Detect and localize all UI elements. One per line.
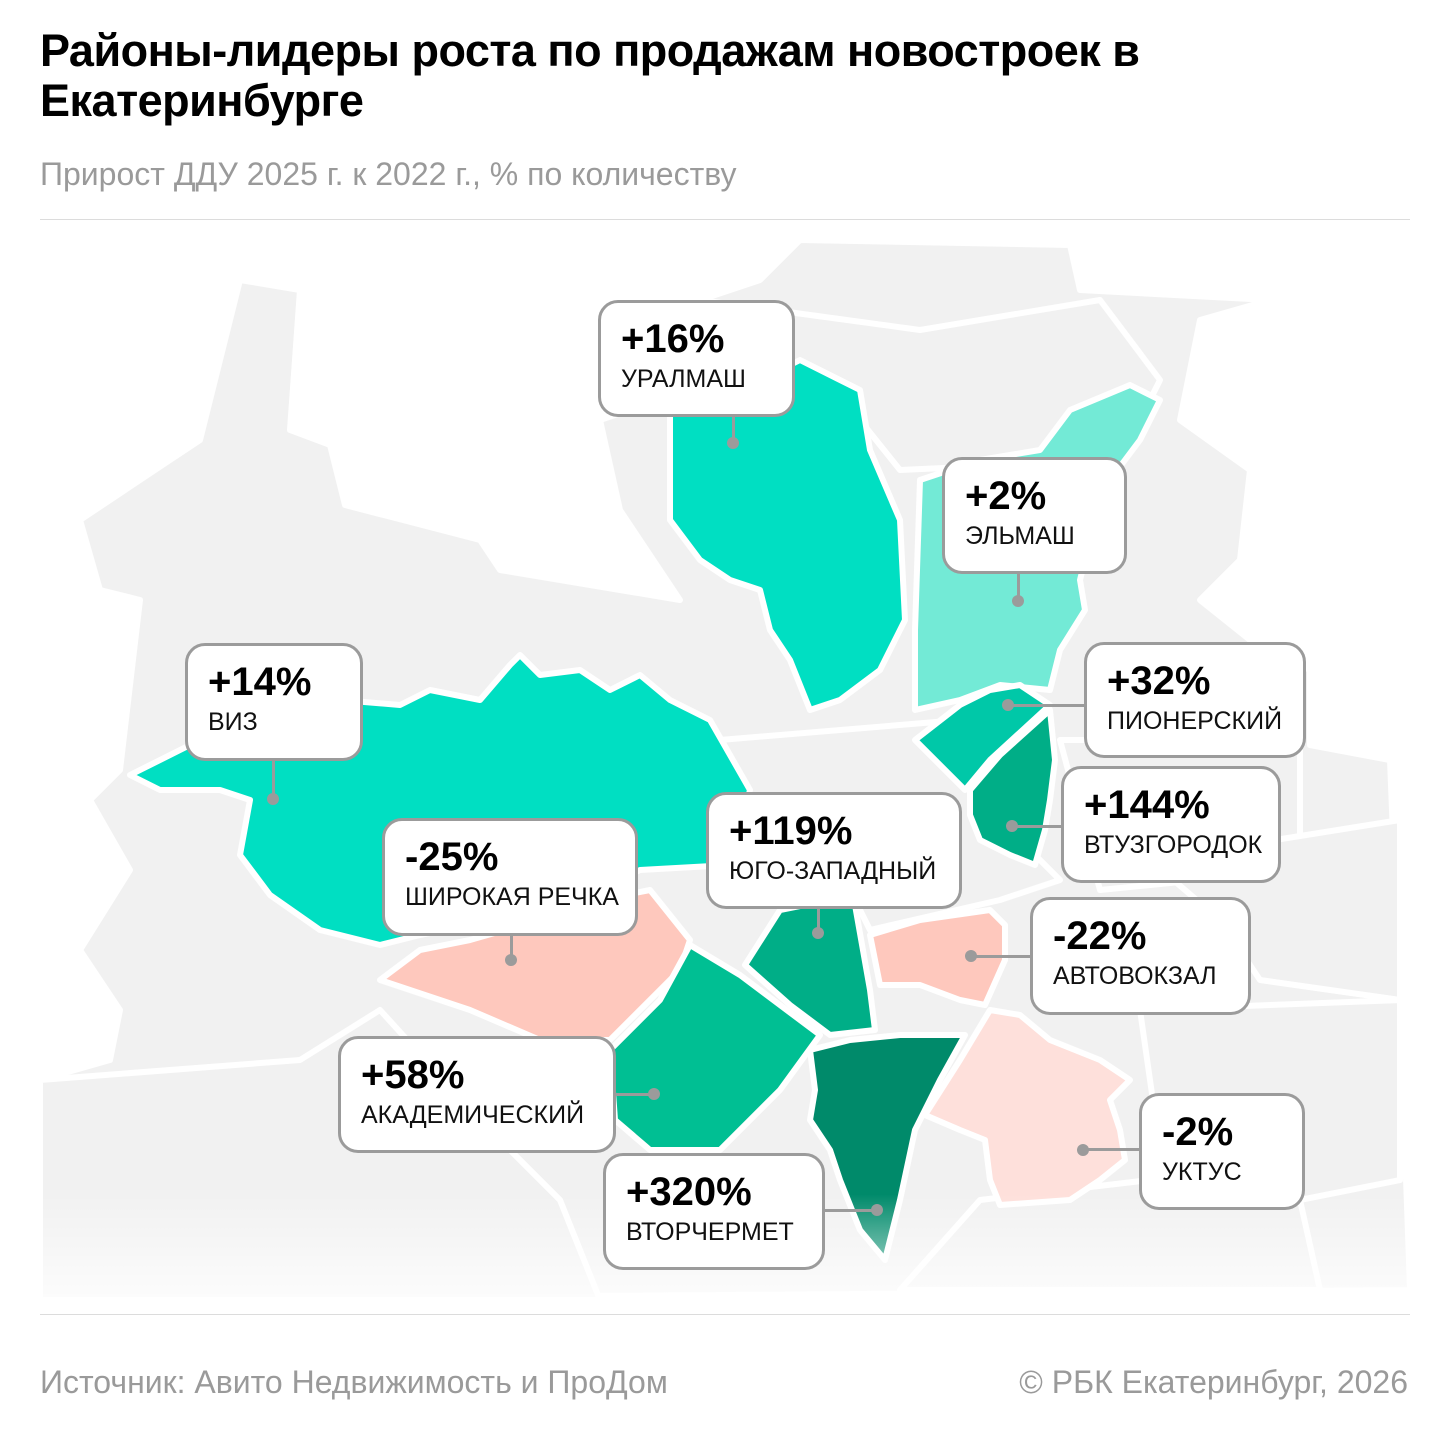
- district-avtovokzal: [867, 907, 1008, 1008]
- pin-dot-uktus: [1077, 1144, 1089, 1156]
- callout-value: +119%: [729, 809, 853, 853]
- district-akademichesky: [607, 942, 823, 1153]
- callout-akademichesky: +58% АКАДЕМИЧЕСКИЙ: [338, 1036, 616, 1153]
- district-uktus: [922, 1007, 1133, 1208]
- pin-dot-uralmash: [727, 437, 739, 449]
- callout-elmash: +2% ЭЛЬМАШ: [942, 457, 1127, 574]
- pin-dot-yugo-zapadny: [812, 927, 824, 939]
- callout-label: ЮГО-ЗАПАДНЫЙ: [729, 857, 937, 885]
- callout-avtovokzal: -22% АВТОВОКЗАЛ: [1030, 897, 1251, 1015]
- callout-label: УРАЛМАШ: [621, 365, 746, 393]
- pin-dot-avtovokzal: [965, 950, 977, 962]
- callout-viz: +14% ВИЗ: [185, 643, 363, 761]
- callout-value: +320%: [626, 1170, 752, 1214]
- pin-dot-shirokaya-rechka: [505, 954, 517, 966]
- callout-value: +144%: [1084, 783, 1210, 827]
- callout-value: -2%: [1162, 1110, 1234, 1154]
- leader-line-shirokaya-rechka: [510, 933, 513, 959]
- leader-line-yugo-zapadny: [817, 906, 820, 932]
- callout-label: ШИРОКАЯ РЕЧКА: [405, 883, 619, 911]
- callout-shirokaya-rechka: -25% ШИРОКАЯ РЕЧКА: [382, 818, 638, 936]
- leader-line-vtorchermet: [822, 1209, 878, 1212]
- leader-line-viz: [272, 758, 275, 796]
- pin-dot-pionersky: [1002, 699, 1014, 711]
- callout-label: АКАДЕМИЧЕСКИЙ: [361, 1101, 585, 1129]
- callout-yugo-zapadny: +119% ЮГО-ЗАПАДНЫЙ: [706, 792, 962, 909]
- source-note: Источник: Авито Недвижимость и ПроДом: [40, 1364, 668, 1400]
- callout-label: ПИОНЕРСКИЙ: [1107, 707, 1283, 735]
- callout-label: ВТУЗГОРОДОК: [1084, 831, 1263, 859]
- leader-line-uktus: [1080, 1148, 1140, 1151]
- leader-line-pionersky: [1010, 704, 1088, 707]
- pin-dot-viz: [267, 793, 279, 805]
- leader-line-avtovokzal: [972, 955, 1034, 958]
- subtitle: Прирост ДДУ 2025 г. к 2022 г., % по коли…: [40, 156, 737, 192]
- callout-value: +16%: [621, 317, 725, 361]
- callout-label: АВТОВОКЗАЛ: [1053, 962, 1217, 990]
- callout-value: +32%: [1107, 659, 1211, 703]
- pin-dot-akademichesky: [648, 1088, 660, 1100]
- callout-value: +14%: [208, 660, 312, 704]
- callout-label: ВИЗ: [208, 708, 258, 736]
- callout-pionersky: +32% ПИОНЕРСКИЙ: [1084, 642, 1306, 758]
- callout-value: +2%: [965, 474, 1047, 518]
- callout-label: ЭЛЬМАШ: [965, 522, 1075, 550]
- callout-uralmash: +16% УРАЛМАШ: [598, 300, 795, 417]
- pin-dot-vtorchermet: [871, 1204, 883, 1216]
- callout-vtorchermet: +320% ВТОРЧЕРМЕТ: [603, 1153, 825, 1270]
- divider-bottom: [40, 1314, 1410, 1315]
- pin-dot-elmash: [1012, 595, 1024, 607]
- callout-label: УКТУС: [1162, 1158, 1242, 1186]
- page-title: Районы-лидеры роста по продажам новостро…: [40, 25, 1140, 126]
- callout-value: -25%: [405, 835, 499, 879]
- callout-label: ВТОРЧЕРМЕТ: [626, 1218, 794, 1246]
- callout-value: -22%: [1053, 914, 1147, 958]
- leader-line-uralmash: [732, 414, 735, 442]
- pin-dot-vtuzgorodok: [1006, 820, 1018, 832]
- leader-line-elmash: [1017, 572, 1020, 600]
- leader-line-vtuzgorodok: [1014, 825, 1064, 828]
- callout-vtuzgorodok: +144% ВТУЗГОРОДОК: [1061, 766, 1281, 883]
- copyright: © РБК Екатеринбург, 2026: [1019, 1364, 1408, 1400]
- leader-line-akademichesky: [612, 1093, 656, 1096]
- callout-value: +58%: [361, 1053, 465, 1097]
- divider-top: [40, 219, 1410, 220]
- callout-uktus: -2% УКТУС: [1139, 1093, 1305, 1210]
